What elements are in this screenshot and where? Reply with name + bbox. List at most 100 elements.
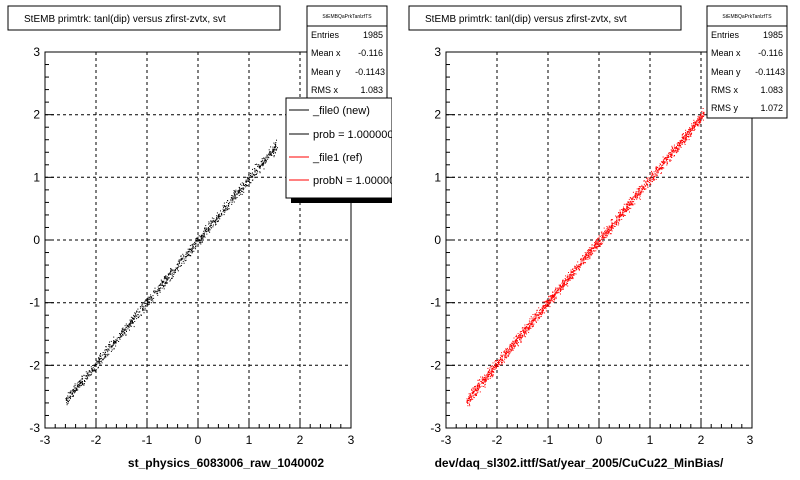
right-scatter-point xyxy=(668,152,670,154)
right-scatter-point xyxy=(652,174,654,176)
right-scatter-point xyxy=(550,302,552,304)
right-scatter-point xyxy=(621,215,623,217)
left-scatter-point xyxy=(212,220,214,222)
right-scatter-point xyxy=(596,241,598,243)
left-scatter-point xyxy=(72,389,73,391)
left-scatter-point xyxy=(263,162,265,164)
right-stats-label: Entries xyxy=(711,30,740,40)
left-scatter-point xyxy=(177,263,179,265)
right-scatter-point xyxy=(574,267,576,269)
right-scatter-point xyxy=(698,120,700,122)
right-scatter-point xyxy=(653,179,655,181)
left-scatter-point xyxy=(98,359,100,360)
right-scatter-point xyxy=(643,180,645,182)
left-scatter-point xyxy=(214,220,216,222)
right-scatter-point xyxy=(696,123,698,125)
right-scatter-point xyxy=(560,289,562,291)
right-scatter-point xyxy=(538,317,540,319)
left-scatter-point xyxy=(143,309,145,311)
right-scatter-point xyxy=(564,278,566,279)
left-scatter-point xyxy=(67,397,69,399)
right-scatter-point xyxy=(685,136,687,138)
right-scatter-point xyxy=(479,379,481,381)
right-scatter-point xyxy=(636,197,638,199)
right-scatter-point xyxy=(563,280,565,282)
left-scatter-point xyxy=(273,147,275,148)
left-scatter-point xyxy=(189,249,191,251)
right-scatter-point xyxy=(624,211,626,212)
left-scatter-point xyxy=(92,365,94,366)
right-scatter-point xyxy=(534,318,536,320)
right-scatter-point xyxy=(703,113,705,114)
right-scatter-point xyxy=(475,393,477,395)
left-scatter-point xyxy=(249,178,251,180)
left-scatter-point xyxy=(161,287,163,289)
left-scatter-point xyxy=(263,158,265,160)
left-scatter-point xyxy=(162,281,164,283)
right-scatter-point xyxy=(628,198,630,200)
left-scatter-point xyxy=(165,280,167,282)
right-scatter-point xyxy=(637,193,639,195)
left-scatter-point xyxy=(139,311,141,313)
left-scatter-point xyxy=(130,321,131,323)
right-scatter-point xyxy=(481,385,483,387)
left-scatter-point xyxy=(210,220,212,222)
right-scatter-point xyxy=(681,141,683,143)
left-scatter-point xyxy=(158,288,160,290)
left-scatter-point xyxy=(101,357,103,359)
left-scatter-point xyxy=(262,164,264,166)
left-scatter-point xyxy=(102,359,104,361)
right-scatter-point xyxy=(679,142,681,144)
left-scatter-point xyxy=(257,165,259,167)
right-scatter-point xyxy=(561,288,563,290)
left-scatter-point xyxy=(104,349,106,351)
right-scatter-point xyxy=(631,199,633,201)
left-scatter-point xyxy=(231,201,233,203)
right-scatter-point xyxy=(497,365,499,367)
right-scatter-point xyxy=(488,370,490,372)
right-scatter-point xyxy=(472,398,474,400)
right-scatter-point xyxy=(695,121,697,123)
right-scatter-point xyxy=(557,288,559,290)
right-scatter-point xyxy=(685,133,686,135)
left-scatter-point xyxy=(120,336,122,338)
left-scatter-point xyxy=(200,234,202,236)
left-scatter-point xyxy=(266,155,268,157)
right-scatter-point xyxy=(623,214,625,216)
left-scatter-point xyxy=(150,296,152,297)
left-scatter-point xyxy=(129,319,131,321)
right-scatter-point xyxy=(505,352,507,354)
left-scatter-point xyxy=(157,294,159,296)
left-scatter-point xyxy=(244,186,246,188)
left-scatter-point xyxy=(232,197,234,199)
left-scatter-point xyxy=(146,300,148,302)
left-scatter-point xyxy=(70,396,72,397)
right-scatter-point xyxy=(543,305,545,306)
right-scatter-point xyxy=(570,271,572,273)
left-scatter-point xyxy=(224,210,226,212)
left-scatter-point xyxy=(216,217,218,219)
right-scatter-point xyxy=(639,186,641,188)
right-scatter-point xyxy=(592,253,594,255)
right-scatter-point xyxy=(549,295,551,297)
right-scatter-point xyxy=(698,122,700,124)
left-scatter-point xyxy=(195,241,197,242)
right-scatter-point xyxy=(491,365,493,367)
left-scatter-point xyxy=(201,236,203,238)
right-scatter-point xyxy=(524,326,526,328)
left-scatter-point xyxy=(269,151,271,153)
right-scatter-point xyxy=(555,296,557,298)
right-scatter-point xyxy=(626,210,628,212)
left-scatter-point xyxy=(112,343,114,345)
right-scatter-point xyxy=(522,327,524,328)
left-scatter-point xyxy=(273,155,275,156)
right-scatter-point xyxy=(468,400,469,401)
left-scatter-point xyxy=(228,205,229,206)
left-scatter-point xyxy=(91,372,93,374)
right-scatter-point xyxy=(599,240,601,242)
right-scatter-point xyxy=(588,253,590,255)
right-scatter-point xyxy=(595,243,597,245)
right-scatter-point xyxy=(649,177,651,179)
right-scatter-point xyxy=(528,323,530,325)
left-scatter-point xyxy=(66,404,68,406)
